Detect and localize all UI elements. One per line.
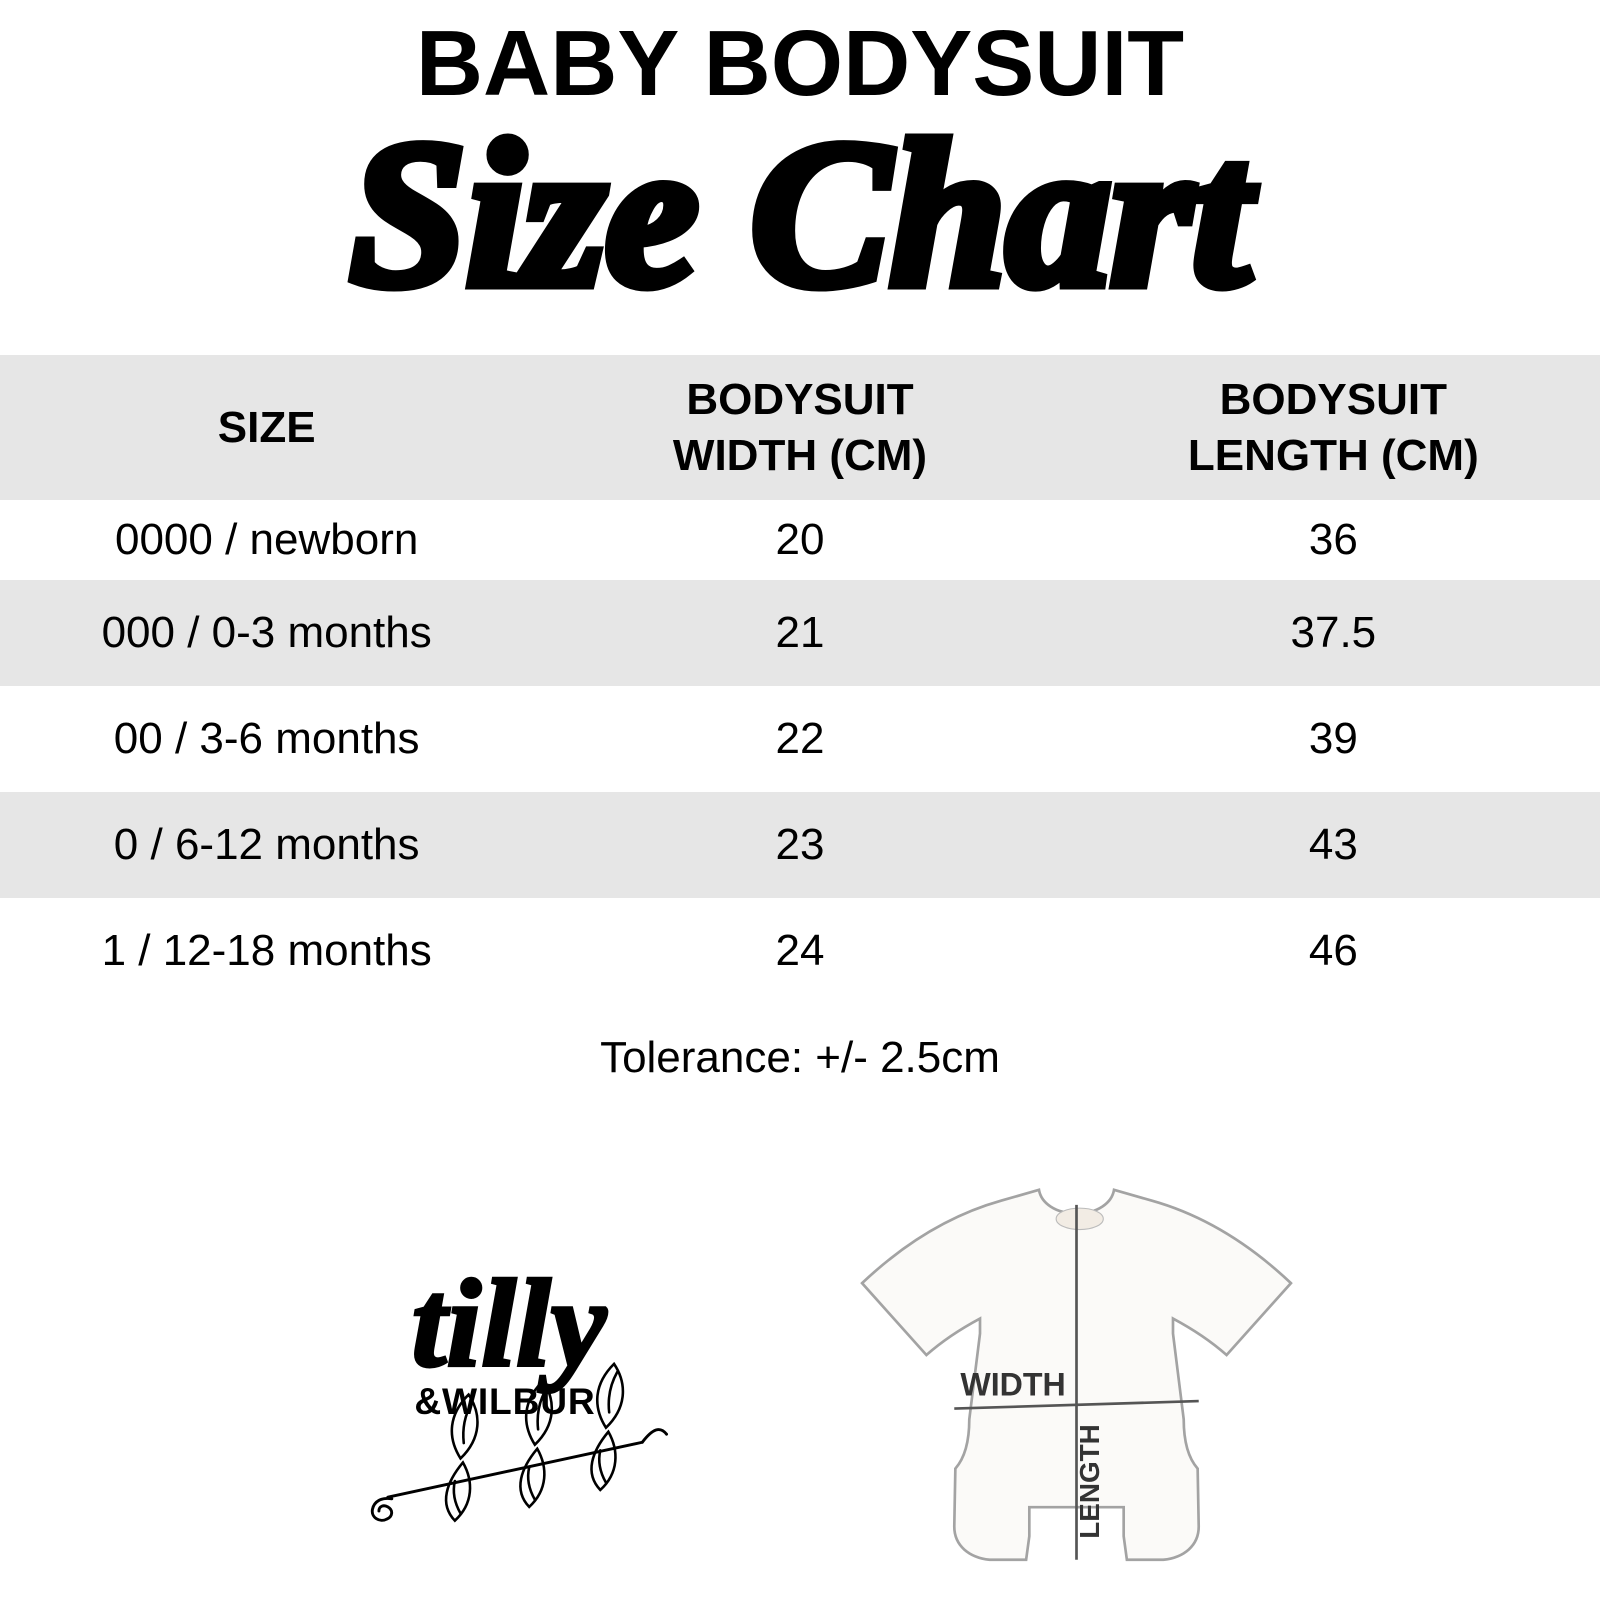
svg-text:&WILBUR: &WILBUR	[414, 1380, 595, 1422]
svg-text:WIDTH: WIDTH	[960, 1367, 1065, 1403]
svg-text:LENGTH: LENGTH	[1074, 1424, 1105, 1539]
svg-text:tilly: tilly	[412, 1255, 607, 1394]
